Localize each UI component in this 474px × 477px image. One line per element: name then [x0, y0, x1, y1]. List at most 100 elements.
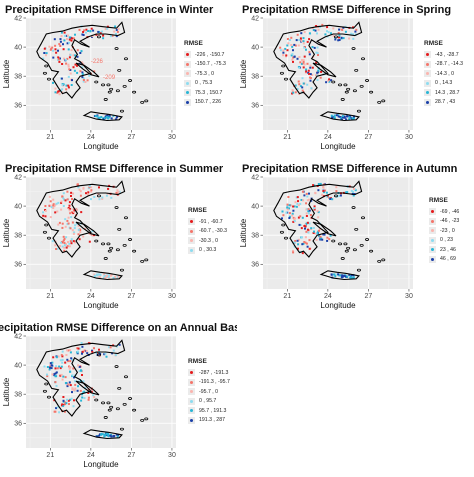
data-point	[62, 198, 65, 201]
data-point	[54, 87, 57, 90]
y-tick-label: 38	[251, 233, 259, 240]
legend-swatch	[190, 220, 193, 224]
map-panel-summer: Precipitation RMSE Difference in Summer …	[0, 159, 237, 318]
data-point	[108, 346, 111, 349]
data-point	[319, 182, 322, 185]
legend-item: -60.7 , -30.3	[188, 227, 227, 237]
data-point	[67, 65, 70, 68]
data-point	[107, 432, 110, 435]
data-point	[308, 51, 311, 54]
island-outline	[338, 83, 343, 87]
data-point	[82, 235, 85, 238]
island-outline	[343, 83, 348, 87]
data-point	[333, 114, 336, 117]
data-point	[316, 231, 319, 234]
legend-swatch	[190, 409, 193, 413]
legend-item: 75.3 , 150.7	[184, 88, 226, 98]
legend-item: -28.7 , -14.3	[424, 60, 463, 70]
data-point	[82, 34, 85, 36]
data-point	[88, 185, 91, 188]
data-point	[66, 57, 69, 60]
data-point	[63, 249, 66, 252]
map-panel-winter: Precipitation RMSE Difference in Winter …	[0, 0, 237, 159]
legend-label: 0 , 23	[440, 237, 453, 244]
island-outline	[381, 99, 386, 103]
island-outline	[144, 258, 149, 262]
legend-swatch	[431, 248, 434, 252]
data-point	[45, 54, 47, 57]
data-point	[341, 275, 344, 278]
data-point	[307, 208, 310, 211]
data-point	[79, 389, 82, 392]
data-point	[81, 73, 84, 75]
coastline-mainland	[36, 21, 126, 99]
x-tick-label: 21	[283, 134, 291, 141]
data-point	[315, 25, 318, 27]
legend-label: 95.7 , 191.3	[199, 407, 227, 414]
data-point	[334, 275, 337, 278]
x-tick-label: 21	[283, 293, 291, 300]
data-point	[68, 403, 70, 405]
data-point	[311, 74, 314, 76]
data-point	[54, 244, 57, 247]
data-point	[55, 202, 58, 205]
data-point	[67, 84, 70, 87]
data-point	[279, 49, 282, 52]
data-point	[291, 214, 294, 217]
data-point	[65, 88, 68, 91]
data-point	[290, 44, 293, 46]
legend-item: 28.7 , 43	[424, 98, 463, 108]
data-point	[313, 46, 316, 49]
island-outline	[42, 389, 47, 393]
data-point	[339, 194, 342, 197]
legend-key	[424, 51, 431, 59]
legend-item: -14.3 , 0	[424, 69, 463, 79]
legend: RMSE -287 , -191.3 -191.3 , -95.7 -95.7 , …	[188, 358, 230, 425]
data-point	[300, 62, 303, 65]
data-point	[337, 114, 340, 117]
data-point	[72, 232, 75, 235]
data-point	[304, 227, 306, 230]
data-point	[302, 62, 305, 65]
island-outline	[103, 257, 108, 260]
data-point	[106, 27, 109, 30]
data-point	[112, 276, 115, 279]
data-point	[330, 114, 333, 117]
data-point	[64, 376, 67, 379]
data-point	[308, 53, 311, 56]
legend-swatch	[186, 100, 189, 104]
data-point	[115, 433, 118, 436]
data-point	[296, 33, 299, 36]
data-point	[329, 234, 332, 237]
data-point	[110, 196, 113, 199]
data-point	[62, 83, 65, 86]
data-point	[116, 115, 119, 118]
data-point	[95, 33, 98, 36]
legend-item: -150.7 , -75.3	[184, 60, 226, 70]
data-point	[349, 115, 351, 118]
data-point	[86, 352, 89, 355]
data-point	[297, 80, 300, 83]
data-point	[71, 374, 74, 377]
data-point	[318, 235, 321, 238]
data-point	[49, 204, 52, 207]
data-point	[55, 371, 58, 374]
data-point	[62, 43, 64, 46]
data-point	[54, 44, 57, 47]
legend-key	[188, 237, 195, 245]
legend-swatch	[186, 72, 189, 76]
data-point	[293, 205, 296, 208]
legend-label: 0 , 75.3	[195, 80, 213, 87]
legend-item: 23 , 46	[429, 245, 459, 255]
island-outline	[279, 71, 284, 75]
data-point	[51, 373, 54, 376]
data-point	[302, 37, 305, 40]
data-point	[65, 243, 67, 246]
data-point	[288, 204, 291, 207]
coastline-euboea	[75, 380, 100, 396]
data-point	[117, 27, 120, 30]
data-point	[70, 358, 73, 361]
data-point	[54, 211, 57, 214]
data-point	[102, 276, 105, 279]
data-point	[314, 192, 317, 195]
